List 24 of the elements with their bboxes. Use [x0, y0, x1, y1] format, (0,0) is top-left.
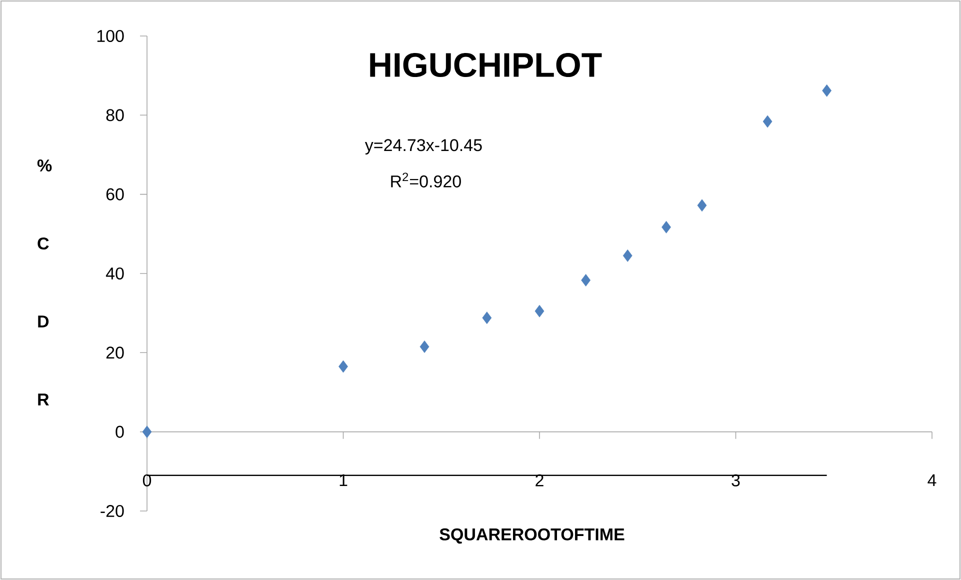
text: % C D R — [37, 160, 52, 406]
point — [622, 249, 632, 262]
annotation: y=24.73x-10.45 — [364, 139, 482, 155]
point — [338, 360, 348, 373]
chart-title: HIGUCHIPLOT — [370, 52, 602, 78]
point — [420, 340, 430, 353]
point — [762, 115, 772, 128]
y-tick-label: 40 — [106, 267, 124, 280]
point — [142, 426, 152, 438]
point — [534, 304, 544, 318]
x-axis-title: SQUAREROOTOFTIME — [440, 528, 624, 544]
y-tick-label: -20 — [100, 504, 124, 518]
y-tick-label: 100 — [97, 30, 124, 42]
annotation: R$^{2}$=0.920 — [391, 172, 461, 188]
x-tick-label: 4 — [928, 474, 936, 486]
point — [581, 274, 591, 286]
y-tick-label: 80 — [106, 109, 124, 122]
y-tick-label: 20 — [106, 346, 124, 359]
y-tick-label: 60 — [106, 188, 124, 200]
point — [697, 199, 707, 212]
point — [822, 84, 832, 97]
point — [482, 312, 492, 324]
point — [662, 220, 671, 234]
y-tick-label: 0 — [116, 426, 124, 438]
